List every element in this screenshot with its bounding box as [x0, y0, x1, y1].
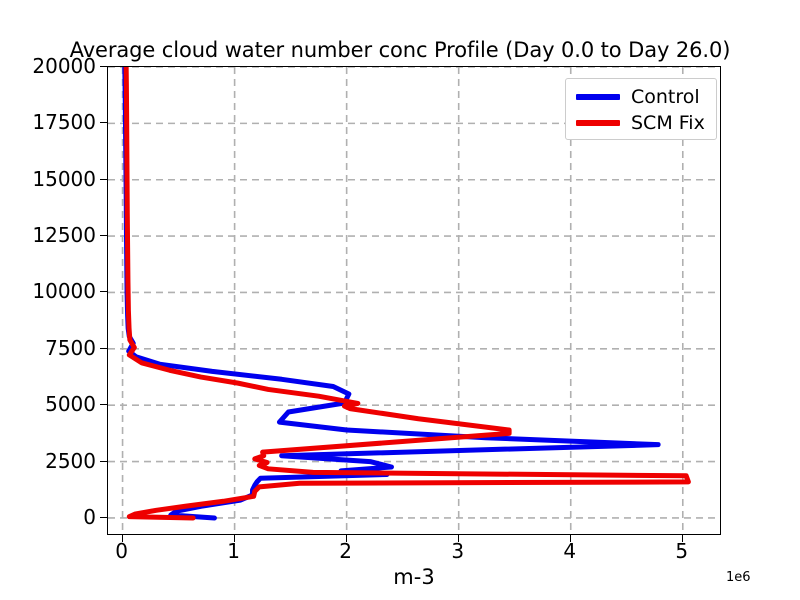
- x-tick-label: 0: [115, 539, 128, 563]
- y-tick-label: 10000: [32, 279, 96, 304]
- y-tick-mark: [100, 291, 107, 293]
- x-axis-label: m-3: [393, 565, 435, 589]
- page-title: Average cloud water number conc Profile …: [69, 38, 731, 62]
- y-tick-mark: [100, 178, 107, 180]
- legend-color-swatch: [576, 94, 620, 100]
- legend-item-scm-fix[interactable]: SCM Fix: [576, 110, 705, 136]
- legend-item-label: Control: [631, 86, 700, 108]
- y-tick-mark: [100, 66, 107, 67]
- x-tick-mark: [681, 535, 683, 542]
- series-line-scm-fix: [123, 67, 691, 521]
- x-tick-label: 5: [675, 539, 689, 563]
- x-axis-exponent: 1e6: [726, 570, 751, 585]
- y-tick-label: 12500: [32, 223, 96, 248]
- y-tick-mark: [100, 516, 107, 518]
- x-tick-mark: [233, 535, 235, 542]
- chart-legend: Control SCM Fix: [565, 78, 717, 140]
- y-tick-label: 7500: [45, 335, 96, 360]
- y-tick-mark: [100, 460, 107, 462]
- y-tick-mark: [100, 235, 107, 237]
- x-tick-label: 3: [451, 539, 465, 563]
- y-tick-label: 17500: [32, 110, 96, 135]
- legend-item-label: SCM Fix: [631, 112, 705, 134]
- chart-canvas: [108, 67, 720, 534]
- y-tick-label: 0: [83, 504, 96, 529]
- x-tick-mark: [345, 535, 347, 542]
- y-tick-label: 20000: [32, 54, 96, 78]
- y-tick-label: 15000: [32, 166, 96, 191]
- x-tick-mark: [121, 535, 123, 542]
- x-tick-label: 1: [227, 539, 240, 563]
- x-tick-mark: [457, 535, 459, 542]
- y-tick-label: 2500: [45, 448, 96, 473]
- y-tick-mark: [100, 122, 107, 124]
- plot-area: [107, 66, 721, 535]
- y-tick-mark: [100, 347, 107, 349]
- legend-item-control[interactable]: Control: [576, 84, 700, 110]
- x-tick-label: 2: [339, 539, 353, 563]
- x-tick-label: 4: [563, 539, 577, 563]
- y-tick-label: 5000: [45, 392, 96, 417]
- x-tick-mark: [569, 535, 571, 542]
- y-tick-mark: [100, 404, 107, 406]
- legend-color-swatch: [576, 120, 620, 126]
